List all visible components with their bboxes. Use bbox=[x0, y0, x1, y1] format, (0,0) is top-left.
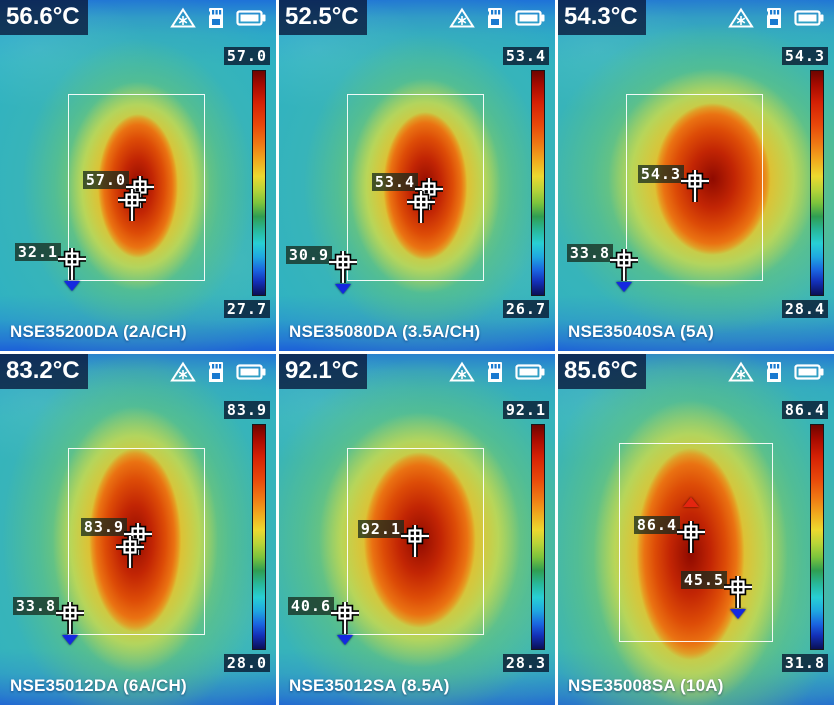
scale-max-value: 83.9 bbox=[223, 401, 270, 419]
measure-area-rect bbox=[68, 448, 205, 635]
crosshair-icon bbox=[55, 601, 85, 635]
scale-min-value: 28.0 bbox=[223, 654, 270, 672]
crosshair-icon bbox=[115, 535, 145, 569]
crosshair-icon bbox=[328, 250, 358, 284]
measure-area-rect bbox=[626, 94, 763, 281]
status-icons bbox=[728, 7, 824, 29]
thermal-panel-3: 54.3 28.4 54.3°C 54.3 33.8 NSE35040SA (5… bbox=[558, 0, 834, 351]
hot-spot-value: 92.1 bbox=[357, 520, 404, 538]
crosshair-icon bbox=[400, 524, 430, 558]
status-icons bbox=[170, 361, 266, 383]
laser-pointer-icon bbox=[449, 7, 475, 29]
model-label: NSE35012SA (8.5A) bbox=[289, 676, 450, 695]
color-scale-bar bbox=[252, 424, 266, 650]
measure-area-rect bbox=[619, 443, 773, 642]
laser-pointer-icon bbox=[728, 361, 754, 383]
cold-spot-value: 33.8 bbox=[12, 597, 59, 615]
scale-min-value: 31.8 bbox=[781, 654, 828, 672]
spot-temperature-readout: 83.2°C bbox=[0, 354, 88, 389]
model-label: NSE35012DA (6A/CH) bbox=[10, 676, 187, 695]
crosshair-icon bbox=[676, 520, 706, 554]
model-label: NSE35040SA (5A) bbox=[568, 322, 714, 341]
thermal-panel-2: 53.4 26.7 52.5°C 53.4 30.9 NSE35080DA (3… bbox=[279, 0, 555, 351]
crosshair-icon bbox=[609, 248, 639, 282]
sd-card-icon bbox=[763, 7, 785, 29]
spot-temperature-readout: 85.6°C bbox=[558, 354, 646, 389]
hot-spot-value: 54.3 bbox=[637, 165, 684, 183]
model-label: NSE35200DA (2A/CH) bbox=[10, 322, 187, 341]
cold-arrow-down-icon bbox=[335, 284, 351, 294]
scale-max-value: 57.0 bbox=[223, 47, 270, 65]
scale-max-value: 54.3 bbox=[781, 47, 828, 65]
scale-min-value: 28.4 bbox=[781, 300, 828, 318]
scale-max-value: 86.4 bbox=[781, 401, 828, 419]
battery-icon bbox=[236, 361, 266, 383]
crosshair-icon bbox=[723, 575, 753, 609]
spot-temperature-readout: 56.6°C bbox=[0, 0, 88, 35]
thermal-panel-6: 86.4 31.8 85.6°C 86.4 45.5 NSE35008SA (1… bbox=[558, 354, 834, 705]
sd-card-icon bbox=[484, 361, 506, 383]
crosshair-icon bbox=[57, 247, 87, 281]
spot-temperature-readout: 54.3°C bbox=[558, 0, 646, 35]
sd-card-icon bbox=[205, 7, 227, 29]
crosshair-icon bbox=[406, 190, 436, 224]
status-icons bbox=[449, 7, 545, 29]
cold-arrow-down-icon bbox=[730, 609, 746, 619]
hot-spot-value: 83.9 bbox=[80, 518, 127, 536]
thermal-panel-5: 92.1 28.3 92.1°C 92.1 40.6 NSE35012SA (8… bbox=[279, 354, 555, 705]
color-scale-bar bbox=[810, 70, 824, 296]
cold-spot-value: 40.6 bbox=[287, 597, 334, 615]
cold-spot-value: 30.9 bbox=[285, 246, 332, 264]
thermal-panel-1: 57.0 27.7 56.6°C 57.0 32.1 NSE35200DA (2… bbox=[0, 0, 276, 351]
scale-min-value: 27.7 bbox=[223, 300, 270, 318]
battery-icon bbox=[515, 361, 545, 383]
thermal-panel-4: 83.9 28.0 83.2°C 83.9 33.8 NSE35012DA (6… bbox=[0, 354, 276, 705]
laser-pointer-icon bbox=[449, 361, 475, 383]
sd-card-icon bbox=[205, 361, 227, 383]
spot-temperature-readout: 52.5°C bbox=[279, 0, 367, 35]
hot-spot-value: 86.4 bbox=[633, 516, 680, 534]
cold-arrow-down-icon bbox=[64, 281, 80, 291]
battery-icon bbox=[794, 7, 824, 29]
scale-max-value: 53.4 bbox=[502, 47, 549, 65]
sd-card-icon bbox=[484, 7, 506, 29]
status-icons bbox=[170, 7, 266, 29]
color-scale-bar bbox=[810, 424, 824, 650]
cold-spot-value: 45.5 bbox=[680, 571, 727, 589]
cold-arrow-down-icon bbox=[62, 635, 78, 645]
hot-spot-value: 53.4 bbox=[371, 173, 418, 191]
laser-pointer-icon bbox=[170, 7, 196, 29]
model-label: NSE35080DA (3.5A/CH) bbox=[289, 322, 481, 341]
laser-pointer-icon bbox=[728, 7, 754, 29]
color-scale-bar bbox=[252, 70, 266, 296]
crosshair-icon bbox=[117, 188, 147, 222]
battery-icon bbox=[515, 7, 545, 29]
measure-area-rect bbox=[347, 94, 484, 281]
sd-card-icon bbox=[763, 361, 785, 383]
hot-spot-value: 57.0 bbox=[82, 171, 129, 189]
cold-arrow-down-icon bbox=[337, 635, 353, 645]
scale-min-value: 28.3 bbox=[502, 654, 549, 672]
cold-spot-value: 32.1 bbox=[14, 243, 61, 261]
scale-max-value: 92.1 bbox=[502, 401, 549, 419]
measure-area-rect bbox=[347, 448, 484, 635]
spot-temperature-readout: 92.1°C bbox=[279, 354, 367, 389]
color-scale-bar bbox=[531, 424, 545, 650]
status-icons bbox=[449, 361, 545, 383]
crosshair-icon bbox=[330, 601, 360, 635]
laser-pointer-icon bbox=[170, 361, 196, 383]
color-scale-bar bbox=[531, 70, 545, 296]
crosshair-icon bbox=[680, 169, 710, 203]
battery-icon bbox=[794, 361, 824, 383]
cold-spot-value: 33.8 bbox=[566, 244, 613, 262]
model-label: NSE35008SA (10A) bbox=[568, 676, 724, 695]
status-icons bbox=[728, 361, 824, 383]
cold-arrow-down-icon bbox=[616, 282, 632, 292]
measure-area-rect bbox=[68, 94, 205, 281]
scale-min-value: 26.7 bbox=[502, 300, 549, 318]
battery-icon bbox=[236, 7, 266, 29]
hot-arrow-up-icon bbox=[683, 497, 699, 507]
